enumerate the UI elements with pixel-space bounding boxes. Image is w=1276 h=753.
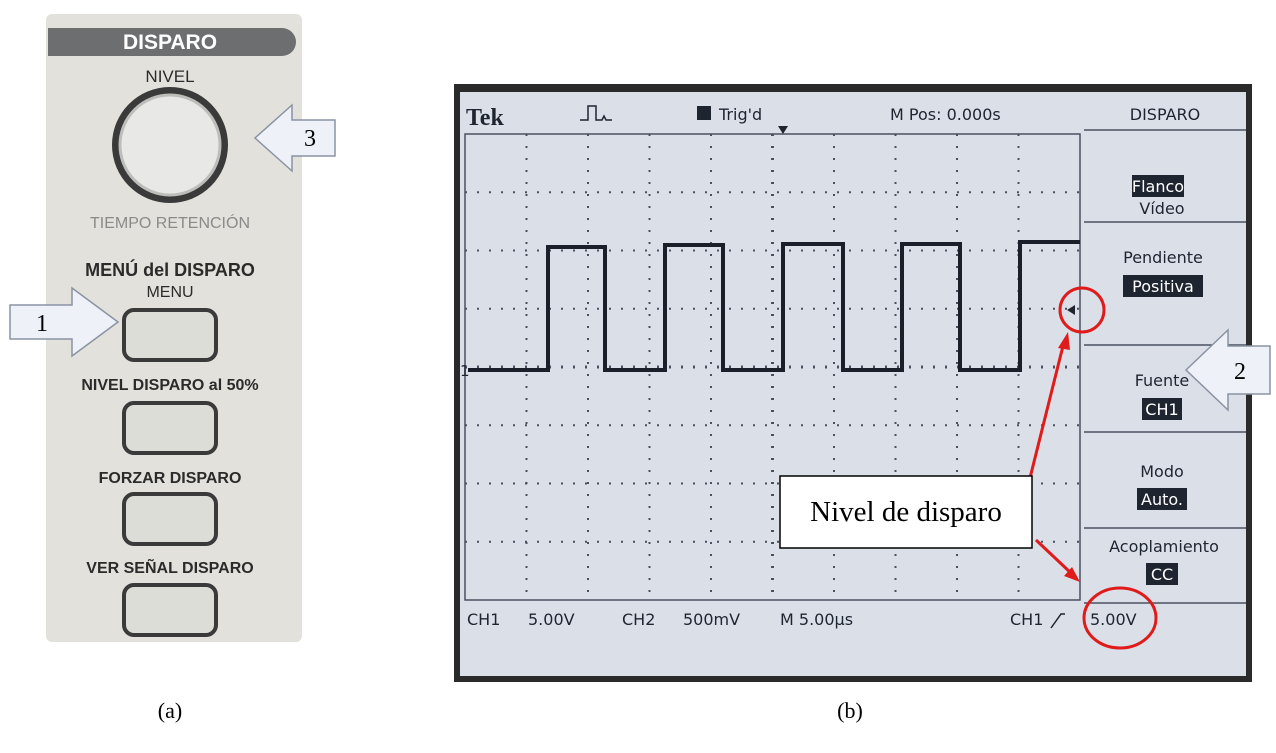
menu-label[interactable]: Pendiente <box>1123 248 1203 267</box>
footer-text: 5.00V <box>1090 610 1137 629</box>
callout-number: 2 <box>1234 359 1246 385</box>
footer-text: CH1 <box>1010 610 1043 629</box>
knob-label: NIVEL <box>145 67 194 86</box>
screen-bg <box>460 92 1246 676</box>
annotation: Nivel de disparo <box>810 496 1002 528</box>
highlight <box>1123 275 1203 297</box>
callout-number: 3 <box>304 126 316 152</box>
highlight <box>1137 488 1187 510</box>
callout-arrow <box>253 103 336 173</box>
highlight <box>1146 563 1178 585</box>
highlight-circle <box>1058 286 1106 334</box>
menu-value: Positiva <box>1132 277 1194 296</box>
footer-text: CH2 <box>622 610 655 629</box>
menu-label[interactable]: Fuente <box>1135 371 1190 390</box>
panel-header-bar <box>48 28 296 56</box>
menu-label[interactable]: Modo <box>1140 462 1184 481</box>
highlight-circle <box>1082 586 1158 650</box>
slope-icon <box>1050 613 1065 629</box>
footer-text: 500mV <box>683 610 740 629</box>
menu-label[interactable]: Flanco <box>1132 177 1184 196</box>
highlight <box>1132 175 1184 197</box>
footer-text: M 5.00µs <box>780 610 853 629</box>
brand: Tek <box>466 105 504 131</box>
highlight <box>1142 398 1182 420</box>
section-title: MENÚ del DISPARO <box>85 259 255 280</box>
panel-header: DISPARO <box>123 31 217 54</box>
horizontal-position: M Pos: 0.000s <box>890 105 1001 124</box>
view-trigger-button[interactable] <box>122 583 218 637</box>
menu-value: CH1 <box>1145 400 1178 419</box>
annotation-arrow <box>1034 538 1074 576</box>
callout-number: 1 <box>36 311 48 337</box>
arrowhead <box>1064 567 1080 582</box>
arrowhead <box>1058 332 1070 350</box>
trigger-position-marker <box>778 126 788 134</box>
trigger-panel: DISPARO NIVEL TIEMPO RETENCIÓN MENÚ del … <box>46 14 302 642</box>
trigger-status-icon <box>697 106 711 120</box>
trigger-level-marker <box>1067 305 1075 315</box>
button-label: VER SEÑAL DISPARO <box>86 557 253 577</box>
level-50-button[interactable] <box>122 401 218 455</box>
force-trigger-button[interactable] <box>122 492 218 546</box>
oscilloscope-screen: Tek Trig'd M Pos: 0.000s DISPARO 1 Flanc… <box>454 84 1252 682</box>
menu-value: Vídeo <box>1139 199 1184 218</box>
trigger-status: Trig'd <box>718 105 762 124</box>
button-label: NIVEL DISPARO al 50% <box>81 377 258 394</box>
menu-value: CC <box>1151 565 1173 584</box>
footer-text: CH1 <box>467 610 500 629</box>
side-menu: Flanco Vídeo Pendiente Positiva Fuente C… <box>1084 129 1246 604</box>
knob <box>118 93 222 197</box>
menu-value: Auto. <box>1141 490 1183 509</box>
knob-sublabel: TIEMPO RETENCIÓN <box>90 213 250 232</box>
button-label: FORZAR DISPARO <box>99 470 242 487</box>
channel-marker: 1 <box>460 362 470 380</box>
trigger-icon <box>580 105 612 121</box>
callout-arrow <box>9 286 120 358</box>
menu-label[interactable]: Acoplamiento <box>1109 537 1219 556</box>
caption: (b) <box>837 698 863 723</box>
menu-title: DISPARO <box>1130 105 1200 124</box>
waveform <box>468 240 1080 372</box>
footer-text: 5.00V <box>528 610 575 629</box>
caption: (a) <box>158 698 182 723</box>
menu-button[interactable] <box>122 308 218 362</box>
button-label: MENU <box>146 284 193 301</box>
annotation-arrow <box>1028 341 1066 479</box>
callout-arrow <box>1184 328 1271 412</box>
annotation-box <box>779 475 1033 549</box>
